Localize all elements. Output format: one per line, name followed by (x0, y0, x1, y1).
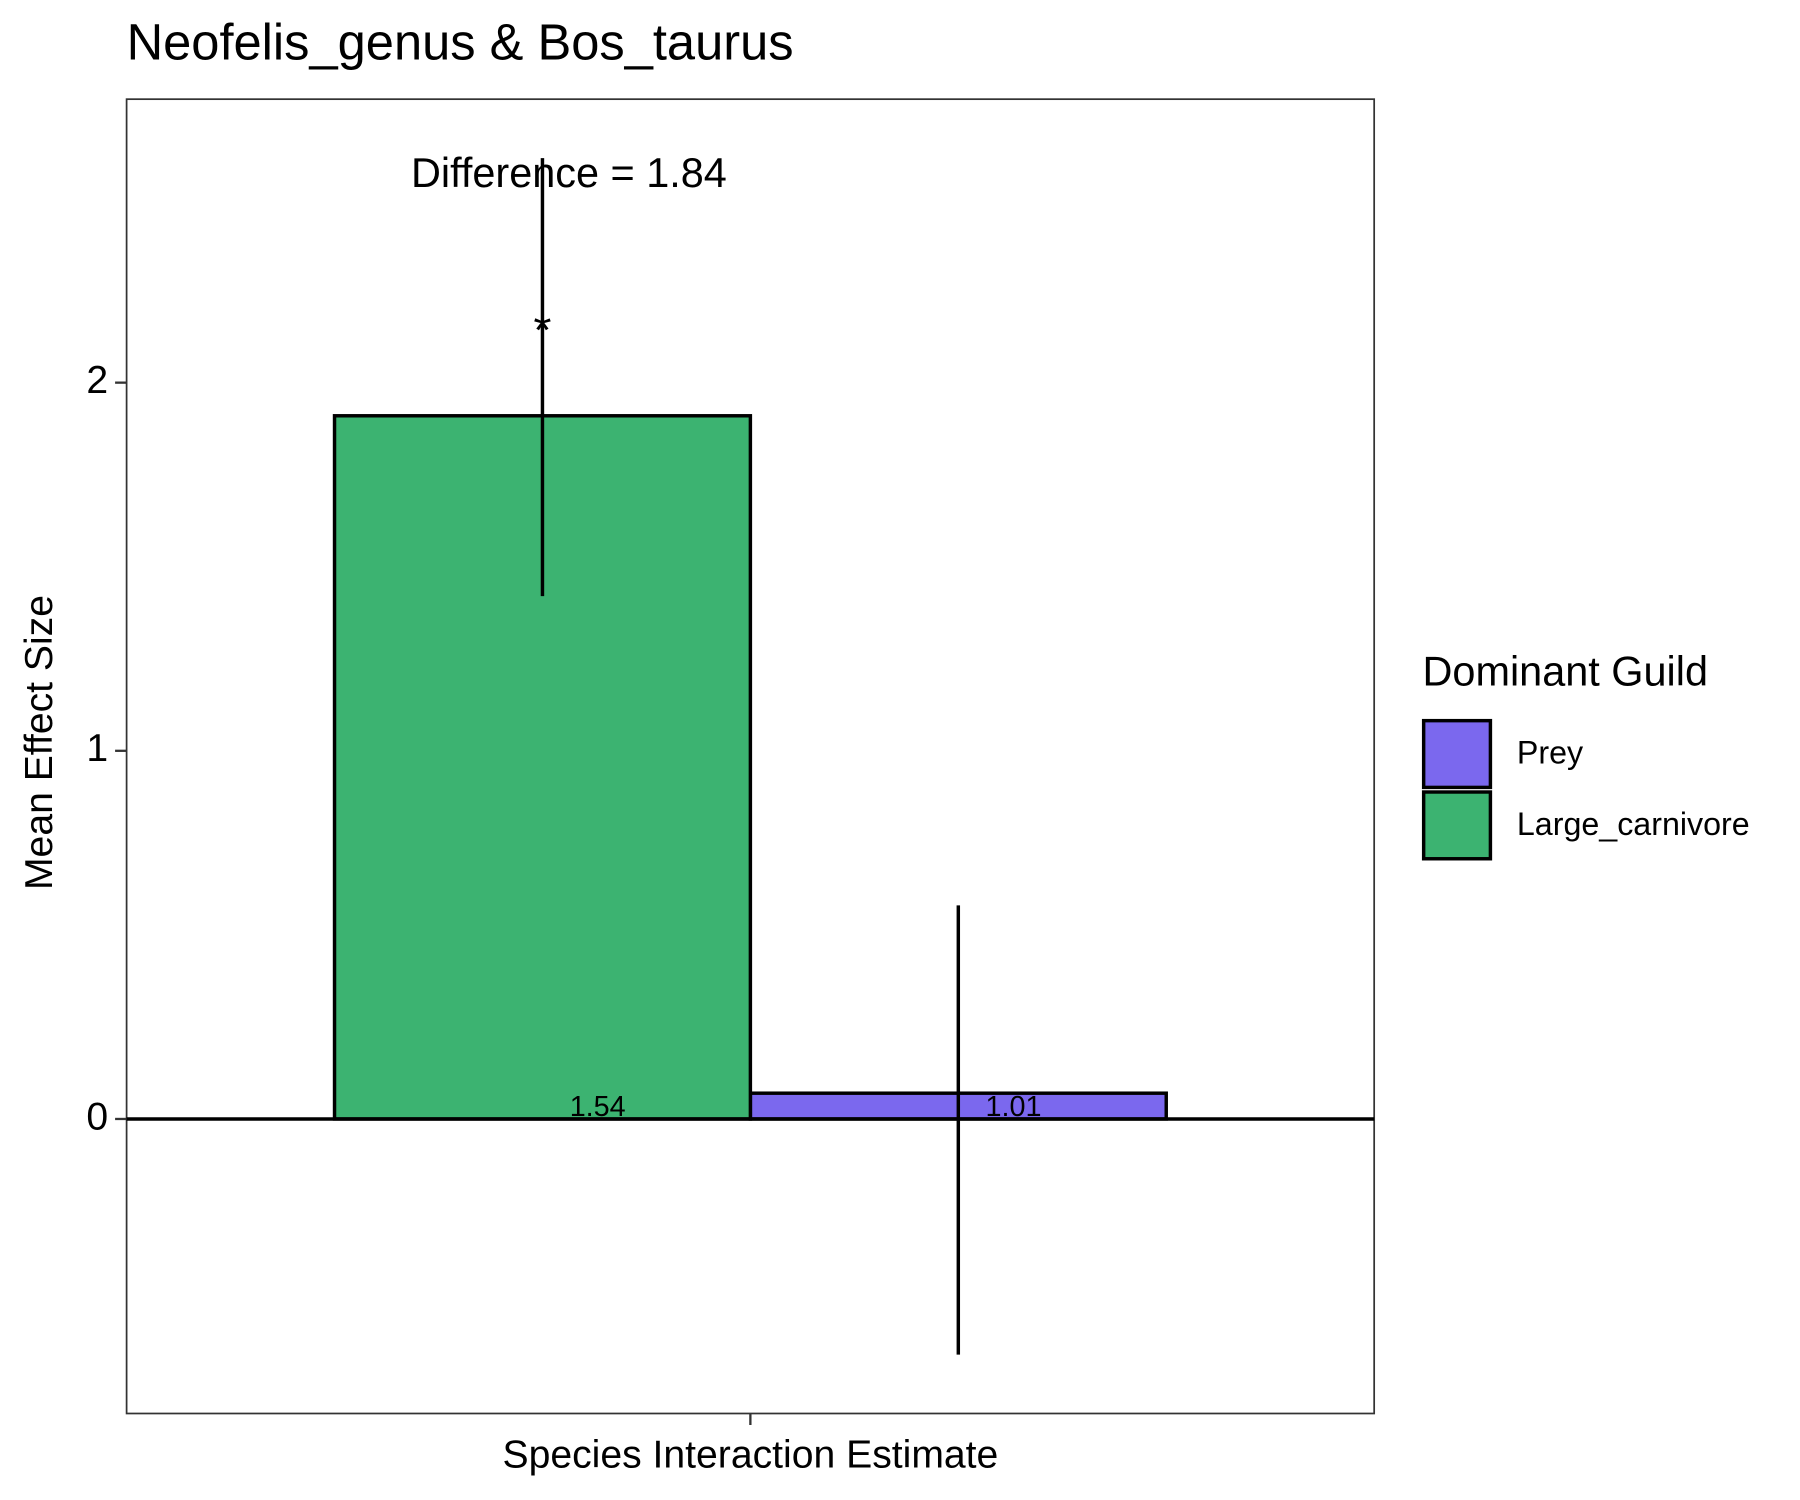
difference-label: Difference = 1.84 (411, 149, 727, 196)
significance-star: * (533, 304, 551, 356)
y-tick-label: 0 (86, 1095, 108, 1138)
legend-title: Dominant Guild (1423, 648, 1708, 695)
y-tick-label: 1 (86, 727, 108, 770)
legend-label: Large_carnivore (1517, 806, 1750, 842)
y-axis-label: Mean Effect Size (18, 595, 61, 890)
x-axis-label: Species Interaction Estimate (502, 1434, 998, 1477)
y-tick-label: 2 (86, 359, 108, 402)
legend-label: Prey (1517, 735, 1584, 771)
legend-key (1421, 790, 1493, 861)
legend-key (1421, 718, 1493, 790)
chart-title: Neofelis_genus & Bos_taurus (127, 14, 794, 71)
